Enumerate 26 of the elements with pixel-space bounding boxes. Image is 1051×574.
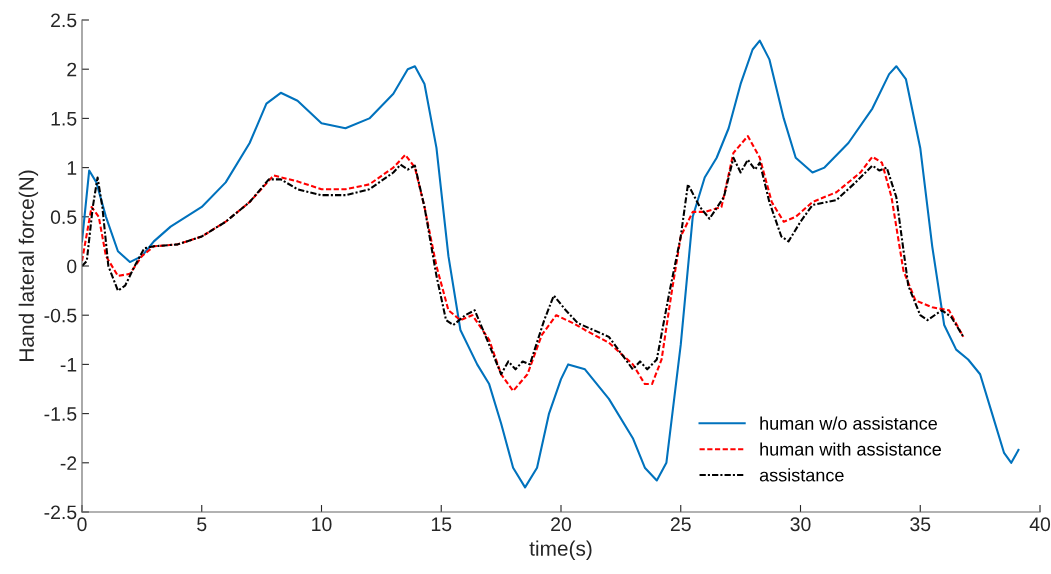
legend-label: human with assistance <box>760 442 941 456</box>
y-axis-title: Hand lateral force(N) <box>18 170 39 361</box>
y-tick-label: -2 <box>60 456 77 470</box>
y-tick-label: 2 <box>67 62 77 77</box>
y-tick-label: 0.5 <box>50 210 77 225</box>
x-tick-label: 20 <box>551 517 572 532</box>
y-tick-label: -2.5 <box>44 505 77 520</box>
y-tick-label: -1 <box>60 358 77 372</box>
line-series <box>82 39 1020 489</box>
x-tick-label: 15 <box>431 517 452 532</box>
x-tick-label: 25 <box>670 517 691 532</box>
y-tick-label: 0 <box>67 259 77 274</box>
x-tick-label: 0 <box>77 517 87 532</box>
y-tick-label: -1.5 <box>44 407 77 421</box>
y-tick-label: 1 <box>67 161 77 175</box>
y-tick-label: 2.5 <box>51 13 77 28</box>
x-tick-label: 35 <box>910 517 931 532</box>
x-tick-label: 40 <box>1029 517 1051 532</box>
legend-label: assistance <box>759 468 844 482</box>
x-tick-label: 5 <box>197 517 207 532</box>
x-tick-label: 30 <box>790 517 811 532</box>
x-axis-title: time(s) <box>529 540 592 560</box>
y-tick-label: 1.5 <box>51 112 77 126</box>
x-tick-label: 10 <box>312 517 332 532</box>
y-tick-label: -0.5 <box>44 308 77 323</box>
legend-label: human w/o assistance <box>760 416 937 430</box>
